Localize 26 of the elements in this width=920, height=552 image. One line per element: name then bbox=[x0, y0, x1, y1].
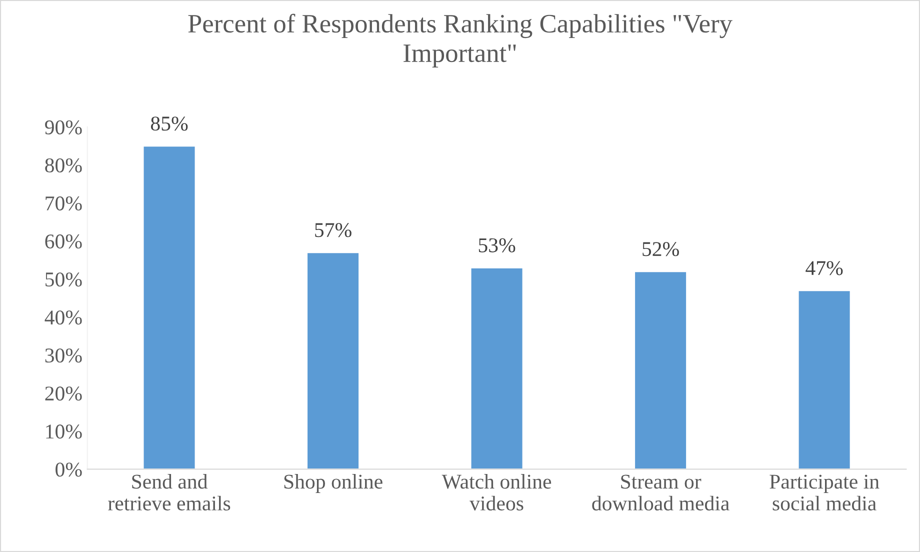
y-tick-label: 30% bbox=[45, 348, 82, 363]
x-tick-label: Shop online bbox=[284, 474, 382, 493]
bar bbox=[142, 145, 196, 470]
data-label: 85% bbox=[150, 116, 188, 131]
y-tick-label: 70% bbox=[46, 196, 82, 211]
y-tick-label: 20% bbox=[45, 386, 82, 401]
bar bbox=[306, 252, 360, 470]
x-tick-label: Participate in social media bbox=[770, 474, 880, 511]
bar bbox=[634, 270, 688, 470]
y-tick-label: 50% bbox=[46, 272, 82, 287]
x-tick-label: Send and retrieve emails bbox=[108, 474, 230, 511]
y-tick-label: 0% bbox=[56, 462, 82, 477]
x-tick-label: Watch online videos bbox=[442, 474, 552, 511]
y-tick-label: 80% bbox=[45, 158, 82, 172]
data-label: 47% bbox=[806, 261, 843, 276]
y-tick-label: 60% bbox=[45, 234, 82, 249]
x-tick-label: Stream or download media bbox=[592, 474, 730, 511]
bar bbox=[470, 266, 524, 470]
y-tick-label: 90% bbox=[45, 120, 82, 134]
bar bbox=[797, 290, 852, 470]
y-tick-label: 40% bbox=[44, 310, 82, 325]
data-label: 52% bbox=[642, 242, 679, 256]
chart-title: Percent of Respondents Ranking Capabilities "Very Important" bbox=[188, 14, 732, 68]
data-label: 53% bbox=[478, 238, 516, 252]
y-tick-label: 10% bbox=[46, 424, 82, 439]
data-label: 57% bbox=[315, 223, 352, 238]
